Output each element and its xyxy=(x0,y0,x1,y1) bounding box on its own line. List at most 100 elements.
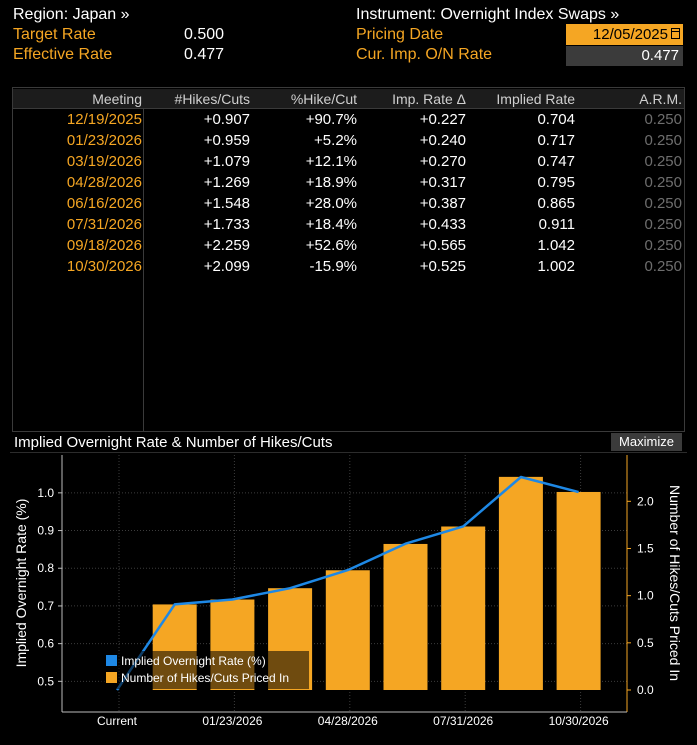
cell-implied-rate: 0.865 xyxy=(537,195,575,212)
cell-pct-hike-cut: +18.4% xyxy=(305,216,357,233)
bar-hikes-09/18/2026 xyxy=(498,476,543,690)
right-tick-label: 1.5 xyxy=(637,541,654,555)
cell-meeting-date: 03/19/2026 xyxy=(66,153,142,170)
table-row[interactable]: 09/18/2026 +2.259 +52.6% +0.565 1.042 0.250 xyxy=(13,235,684,256)
left-tick-label: 0.6 xyxy=(37,637,54,651)
cell-arm-value: 0.250 xyxy=(644,195,682,212)
cell-arm-value: 0.250 xyxy=(644,174,682,191)
effective-rate-value: 0.477 xyxy=(184,46,225,63)
left-tick-label: 1.0 xyxy=(37,486,54,500)
cell-implied-rate: 0.795 xyxy=(537,174,575,191)
cell-hikes-cuts: +2.099 xyxy=(203,258,250,275)
cell-meeting-date: 06/16/2026 xyxy=(66,195,142,212)
legend-background xyxy=(101,651,309,689)
column-divider xyxy=(143,109,144,431)
cell-implied-rate: 0.704 xyxy=(537,111,575,128)
right-axis-title: Number of Hikes/Cuts Priced In xyxy=(667,485,683,681)
legend-label-bar: Number of Hikes/Cuts Priced In xyxy=(121,671,289,685)
col-pct-hike-cut[interactable]: %Hike/Cut xyxy=(290,91,357,107)
target-rate-label: Target Rate xyxy=(13,26,96,43)
bar-hikes-10/30/2026 xyxy=(556,491,601,690)
left-tick-label: 0.9 xyxy=(37,524,54,538)
implied-rate-line xyxy=(115,475,579,691)
cur-imp-rate-label: Cur. Imp. O/N Rate xyxy=(356,46,493,63)
cell-imp-rate-delta: +0.240 xyxy=(419,132,466,149)
cell-arm-value: 0.250 xyxy=(644,111,682,128)
x-tick-label: 10/30/2026 xyxy=(549,714,609,728)
cell-hikes-cuts: +1.079 xyxy=(203,153,250,170)
cell-arm-value: 0.250 xyxy=(644,237,682,254)
legend-label-line: Implied Overnight Rate (%) xyxy=(121,654,266,668)
col-implied-rate[interactable]: Implied Rate xyxy=(496,91,575,107)
table-row[interactable]: 03/19/2026 +1.079 +12.1% +0.270 0.747 0.250 xyxy=(13,151,684,172)
cell-pct-hike-cut: +90.7% xyxy=(305,111,357,128)
bar-hikes-01/23/2026 xyxy=(210,599,255,690)
left-tick-label: 0.5 xyxy=(37,674,54,688)
cell-meeting-date: 01/23/2026 xyxy=(66,132,142,149)
table-header: Meeting #Hikes/Cuts %Hike/Cut Imp. Rate … xyxy=(13,89,684,109)
cell-imp-rate-delta: +0.525 xyxy=(419,258,466,275)
cell-imp-rate-delta: +0.270 xyxy=(419,153,466,170)
pricing-date-input[interactable]: 12/05/2025 xyxy=(566,24,683,45)
cell-imp-rate-delta: +0.433 xyxy=(419,216,466,233)
cell-implied-rate: 0.717 xyxy=(537,132,575,149)
right-tick-label: 0.0 xyxy=(637,683,654,697)
x-tick-label: 04/28/2026 xyxy=(318,714,378,728)
bar-hikes-07/31/2026 xyxy=(441,526,486,690)
cell-meeting-date: 10/30/2026 xyxy=(66,258,142,275)
table-row[interactable]: 07/31/2026 +1.733 +18.4% +0.433 0.911 0.250 xyxy=(13,214,684,235)
cell-pct-hike-cut: +5.2% xyxy=(314,132,357,149)
chart-title: Implied Overnight Rate & Number of Hikes… xyxy=(14,434,333,451)
col-imp-rate-delta[interactable]: Imp. Rate Δ xyxy=(392,91,466,107)
cell-pct-hike-cut: -15.9% xyxy=(309,258,357,275)
x-tick-label: Current xyxy=(97,714,138,728)
cell-implied-rate: 0.911 xyxy=(538,216,575,233)
col-hikes-cuts[interactable]: #Hikes/Cuts xyxy=(174,91,250,107)
chart-separator xyxy=(10,452,687,453)
cell-meeting-date: 09/18/2026 xyxy=(66,237,142,254)
left-axis-title: Implied Overnight Rate (%) xyxy=(13,499,29,668)
cell-imp-rate-delta: +0.317 xyxy=(419,174,466,191)
maximize-button[interactable]: Maximize xyxy=(611,433,682,451)
cur-imp-rate-field: 0.477 xyxy=(566,46,683,66)
cell-implied-rate: 1.042 xyxy=(537,237,575,254)
col-arm[interactable]: A.R.M. xyxy=(639,91,682,107)
cell-imp-rate-delta: +0.387 xyxy=(419,195,466,212)
cell-pct-hike-cut: +28.0% xyxy=(305,195,357,212)
table-row[interactable]: 12/19/2025 +0.907 +90.7% +0.227 0.704 0.250 xyxy=(13,109,684,130)
pricing-date-label: Pricing Date xyxy=(356,26,444,43)
cell-hikes-cuts: +1.733 xyxy=(203,216,250,233)
right-tick-label: 2.0 xyxy=(637,494,654,508)
x-tick-label: 07/31/2026 xyxy=(433,714,493,728)
table-row[interactable]: 10/30/2026 +2.099 -15.9% +0.525 1.002 0.250 xyxy=(13,256,684,277)
cell-arm-value: 0.250 xyxy=(644,216,682,233)
cell-hikes-cuts: +0.959 xyxy=(203,132,250,149)
cell-meeting-date: 04/28/2026 xyxy=(66,174,142,191)
region-selector[interactable]: Region: Japan » xyxy=(13,6,130,23)
calendar-icon[interactable] xyxy=(671,28,680,39)
cell-hikes-cuts: +1.548 xyxy=(203,195,250,212)
x-tick-label: 01/23/2026 xyxy=(202,714,262,728)
cell-pct-hike-cut: +12.1% xyxy=(305,153,357,170)
pricing-date-value: 12/05/2025 xyxy=(592,26,668,43)
instrument-selector[interactable]: Instrument: Overnight Index Swaps » xyxy=(356,6,620,23)
right-tick-label: 0.5 xyxy=(637,636,654,650)
right-tick-label: 1.0 xyxy=(637,589,654,603)
table-row[interactable]: 01/23/2026 +0.959 +5.2% +0.240 0.717 0.250 xyxy=(13,130,684,151)
legend-swatch-bar xyxy=(106,672,117,683)
cell-meeting-date: 12/19/2025 xyxy=(66,111,142,128)
effective-rate-label: Effective Rate xyxy=(13,46,113,63)
cell-imp-rate-delta: +0.227 xyxy=(419,111,466,128)
table-row[interactable]: 06/16/2026 +1.548 +28.0% +0.387 0.865 0.250 xyxy=(13,193,684,214)
target-rate-value: 0.500 xyxy=(184,26,225,43)
col-meeting[interactable]: Meeting xyxy=(92,91,142,107)
bar-hikes-04/28/2026 xyxy=(325,570,370,690)
table-row[interactable]: 04/28/2026 +1.269 +18.9% +0.317 0.795 0.250 xyxy=(13,172,684,193)
cell-implied-rate: 1.002 xyxy=(537,258,575,275)
left-tick-label: 0.8 xyxy=(37,561,54,575)
cell-arm-value: 0.250 xyxy=(644,258,682,275)
cell-arm-value: 0.250 xyxy=(644,153,682,170)
bar-hikes-06/16/2026 xyxy=(383,543,428,690)
cell-hikes-cuts: +0.907 xyxy=(203,111,250,128)
